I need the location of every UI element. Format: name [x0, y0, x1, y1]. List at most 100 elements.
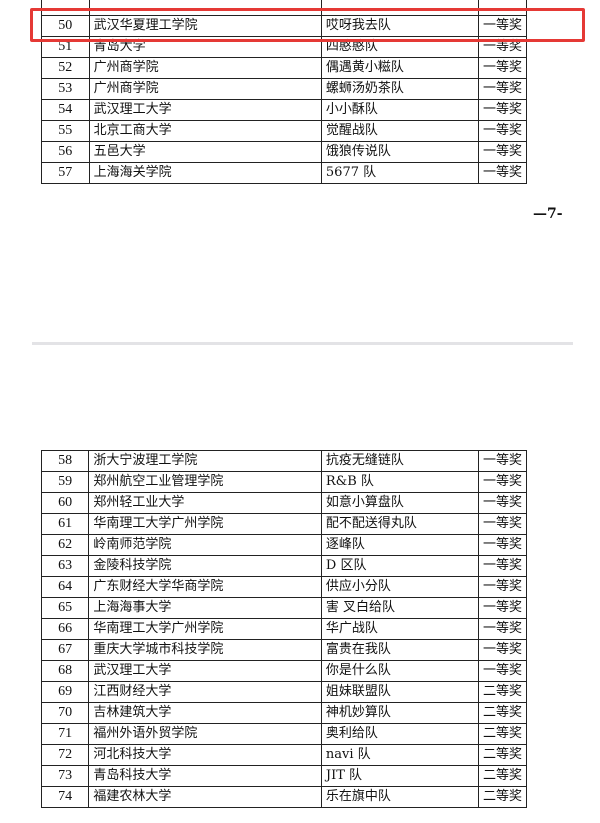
- table-row: 64 广东财经大学华商学院 供应小分队 一等奖: [40, 576, 528, 598]
- row-number: 65: [40, 597, 90, 619]
- table-row: 50 武汉华夏理工学院 哎呀我去队 一等奖: [41, 15, 528, 37]
- award-level: 二等奖: [477, 744, 528, 766]
- team-name: 配不配送得丸队: [320, 513, 479, 535]
- school-name: 华南理工大学广州学院: [88, 513, 322, 535]
- team-name: 抗疫无缝链队: [320, 450, 479, 472]
- school-name: 广州商学院: [88, 78, 322, 100]
- school-name: 广州商学院: [88, 57, 322, 79]
- award-level: 一等奖: [477, 513, 528, 535]
- award-level: 一等奖: [477, 450, 528, 472]
- row-number: 67: [40, 639, 90, 661]
- table-row: 56 五邑大学 饿狼传说队 一等奖: [41, 141, 528, 163]
- row-number: 64: [40, 576, 90, 598]
- team-name: 觉醒战队: [320, 120, 479, 142]
- team-name: 哎呀我去队: [320, 15, 479, 37]
- school-name: 福州外语外贸学院: [88, 723, 322, 745]
- row-number: 54: [41, 99, 90, 121]
- row-number: 63: [40, 555, 90, 577]
- table-row: 55 北京工商大学 觉醒战队 一等奖: [41, 120, 528, 142]
- table-row: 71 福州外语外贸学院 奥利给队 二等奖: [40, 723, 528, 745]
- school-name: 广东财经大学华商学院: [88, 576, 322, 598]
- team-name: 华广战队: [320, 618, 479, 640]
- team-name: JIT 队: [320, 765, 479, 787]
- row-number: 66: [40, 618, 90, 640]
- award-level: 二等奖: [477, 786, 528, 808]
- school-name: 吉林建筑大学: [88, 702, 322, 724]
- school-name: 郑州航空工业管理学院: [88, 471, 322, 493]
- highlight-box: [30, 8, 585, 42]
- row-number: 62: [40, 534, 90, 556]
- team-name: 逐峰队: [320, 534, 479, 556]
- team-name: 饿狼传说队: [320, 141, 479, 163]
- table-row: 53 广州商学院 螺蛳汤奶茶队 一等奖: [41, 78, 528, 100]
- award-level: 一等奖: [477, 618, 528, 640]
- team-name: 神机妙算队: [320, 702, 479, 724]
- award-level: 一等奖: [477, 597, 528, 619]
- award-level: 二等奖: [477, 702, 528, 724]
- school-name: 岭南师范学院: [88, 534, 322, 556]
- team-name: 你是什么队: [320, 660, 479, 682]
- award-level: 二等奖: [477, 765, 528, 787]
- table-row: 74 福建农林大学 乐在旗中队 二等奖: [40, 786, 528, 808]
- school-name: 武汉理工大学: [88, 660, 322, 682]
- table-row: 66 华南理工大学广州学院 华广战队 一等奖: [40, 618, 528, 640]
- table-row: 73 青岛科技大学 JIT 队二等奖: [40, 765, 528, 787]
- team-name: navi 队: [320, 744, 479, 766]
- table-row: 58 浙大宁波理工学院 抗疫无缝链队 一等奖: [40, 450, 528, 472]
- team-name: R&B 队: [320, 471, 479, 493]
- award-level: 一等奖: [477, 15, 528, 37]
- award-level: 一等奖: [477, 555, 528, 577]
- team-name: 害 叉白给队: [320, 597, 479, 619]
- table-row: 54 武汉理工大学 小小酥队 一等奖: [41, 99, 528, 121]
- team-name: 奥利给队: [320, 723, 479, 745]
- row-number: 57: [41, 162, 90, 184]
- table-row: 72 河北科技大学 navi 队二等奖: [40, 744, 528, 766]
- awards-table-top: 50 武汉华夏理工学院 哎呀我去队 一等奖 51 青岛大学 四憨憨队 一等奖 52 广州商学院 偶遇…: [41, 0, 528, 184]
- row-number: 69: [40, 681, 90, 703]
- school-name: 华南理工大学广州学院: [88, 618, 322, 640]
- award-level: 一等奖: [477, 120, 528, 142]
- team-name: 姐妹联盟队: [320, 681, 479, 703]
- award-level: 一等奖: [477, 78, 528, 100]
- page-bottom: 58 浙大宁波理工学院 抗疫无缝链队 一等奖 59 郑州航空工业管理学院 R&B 队一等奖 6…: [0, 440, 600, 808]
- school-name: 武汉理工大学: [88, 99, 322, 121]
- team-name: 乐在旗中队: [320, 786, 479, 808]
- team-name: 偶遇黄小糍队: [320, 57, 479, 79]
- award-level: 一等奖: [477, 639, 528, 661]
- row-number: 58: [40, 450, 90, 472]
- team-name: 5677 队: [320, 162, 479, 184]
- table-row: 65 上海海事大学害 叉白给队 一等奖: [40, 597, 528, 619]
- table-row: 60 郑州轻工业大学 如意小算盘队 一等奖: [40, 492, 528, 514]
- award-level: 二等奖: [477, 723, 528, 745]
- team-name: 富贵在我队: [320, 639, 479, 661]
- page-separator: [32, 342, 573, 345]
- table-row: 57 上海海关学院 5677 队一等奖: [41, 162, 528, 184]
- school-name: 河北科技大学: [88, 744, 322, 766]
- school-name: 青岛科技大学: [88, 765, 322, 787]
- page-number: —7-: [533, 206, 563, 222]
- table-row: 70 吉林建筑大学 神机妙算队 二等奖: [40, 702, 528, 724]
- team-name: D 区队: [320, 555, 479, 577]
- school-name: 浙大宁波理工学院: [88, 450, 322, 472]
- row-number: 56: [41, 141, 90, 163]
- award-level: 一等奖: [477, 141, 528, 163]
- award-level: 一等奖: [477, 471, 528, 493]
- row-number: 61: [40, 513, 90, 535]
- row-number: 73: [40, 765, 90, 787]
- table-row: 61 华南理工大学广州学院 配不配送得丸队 一等奖: [40, 513, 528, 535]
- table-row: 67 重庆大学城市科技学院 富贵在我队 一等奖: [40, 639, 528, 661]
- row-number: 60: [40, 492, 90, 514]
- award-level: 一等奖: [477, 57, 528, 79]
- table-row: 52 广州商学院 偶遇黄小糍队 一等奖: [41, 57, 528, 79]
- row-number: 70: [40, 702, 90, 724]
- row-number: 68: [40, 660, 90, 682]
- row-number: 52: [41, 57, 90, 79]
- page-top: 50 武汉华夏理工学院 哎呀我去队 一等奖 51 青岛大学 四憨憨队 一等奖 52 广州商学院 偶遇…: [0, 0, 600, 190]
- table-row: 62 岭南师范学院 逐峰队 一等奖: [40, 534, 528, 556]
- row-number: 72: [40, 744, 90, 766]
- school-name: 福建农林大学: [88, 786, 322, 808]
- school-name: 五邑大学: [88, 141, 322, 163]
- table-row: 69 江西财经大学 姐妹联盟队 二等奖: [40, 681, 528, 703]
- school-name: 重庆大学城市科技学院: [88, 639, 322, 661]
- team-name: 供应小分队: [320, 576, 479, 598]
